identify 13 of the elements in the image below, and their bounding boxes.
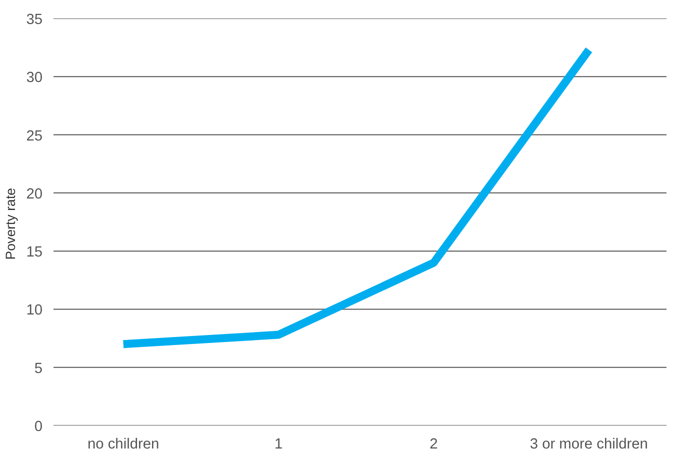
x-tick-label: 2 [430, 436, 438, 452]
y-tick-label: 0 [34, 419, 43, 435]
x-tick-label: 3 or more children [530, 436, 648, 452]
y-tick-label: 15 [26, 244, 43, 261]
y-tick-label: 30 [26, 70, 43, 86]
x-tick-label: 1 [274, 436, 283, 452]
y-tick-label: 20 [26, 186, 43, 202]
y-tick-label: 35 [26, 12, 43, 28]
y-tick-label: 25 [26, 128, 43, 144]
x-tick-label: no children [87, 436, 160, 452]
y-axis-title: Poverty rate [3, 188, 18, 260]
y-tick-label: 10 [26, 302, 43, 319]
y-tick-label: 5 [34, 360, 43, 377]
